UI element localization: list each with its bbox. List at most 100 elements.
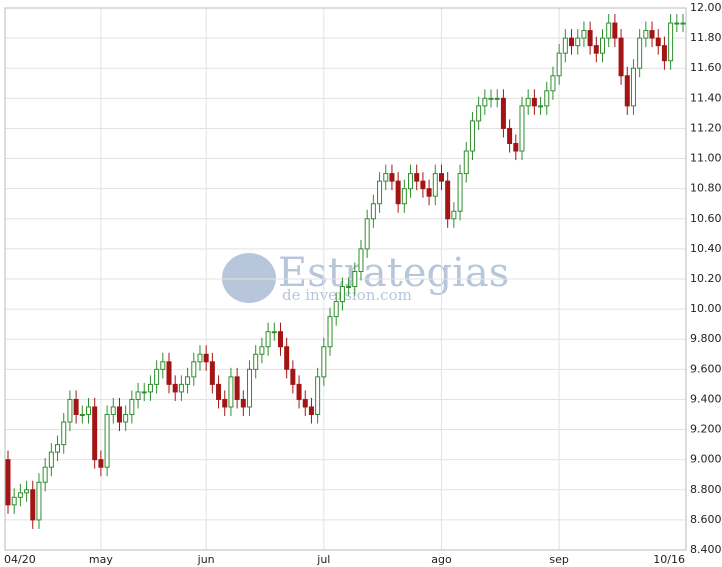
y-tick-label: 11.600 [690, 61, 722, 74]
candle-body [30, 489, 36, 521]
candle-body [494, 97, 500, 100]
candle-body [277, 331, 283, 348]
candle-body [203, 353, 209, 363]
candle-body [593, 45, 599, 54]
y-tick-label: 11.800 [690, 31, 722, 44]
candle-body [160, 361, 166, 370]
candle-body [271, 331, 277, 334]
candle-body [24, 489, 30, 494]
candle-body [346, 286, 352, 289]
candle-body [123, 414, 129, 423]
watermark: Estrategias de inversion.com [222, 250, 509, 304]
candle-body [259, 346, 265, 355]
candle-body [11, 496, 17, 506]
candle-body [191, 361, 197, 378]
candle-body [643, 30, 649, 39]
candle-body [55, 444, 61, 453]
candle-body [234, 376, 240, 400]
candle-body [581, 30, 587, 39]
y-tick-label: 9.600 [690, 362, 722, 375]
candle-body [265, 331, 271, 348]
candle-body [377, 180, 383, 205]
x-tick-label: 10/16 [653, 553, 685, 566]
y-tick-label: 11.200 [690, 121, 722, 134]
candle-body [525, 97, 531, 107]
candle-body [488, 97, 494, 100]
candle-body [599, 37, 605, 54]
x-tick-label: may [89, 553, 113, 566]
candle-body [612, 22, 618, 39]
candle-body [104, 414, 110, 468]
candle-body [575, 37, 581, 47]
candle-body [98, 459, 104, 468]
candle-body [135, 391, 141, 400]
y-tick-label: 9.400 [690, 392, 722, 405]
candle-body [129, 398, 135, 416]
candle-body [649, 30, 655, 39]
candle-body [606, 22, 612, 39]
candle-body [445, 180, 451, 220]
candle-body [302, 398, 308, 408]
candle-body [414, 173, 420, 182]
candle-body [370, 203, 376, 220]
candle-body [463, 150, 469, 175]
candle-body [438, 173, 444, 182]
candle-body [321, 346, 327, 378]
candle-body [538, 105, 544, 108]
candle-body [500, 97, 506, 129]
candle-body [86, 406, 92, 416]
candle-body [240, 398, 246, 408]
candle-body [562, 37, 568, 54]
candle-body [395, 180, 401, 205]
y-tick-label: 12.000 [690, 1, 722, 14]
candle-body [587, 30, 593, 47]
candle-body [110, 406, 116, 416]
candle-body [79, 414, 85, 416]
candle-body [290, 368, 296, 385]
candle-body [550, 75, 556, 92]
candle-body [154, 368, 160, 385]
candle-body [197, 353, 203, 363]
candle-body [172, 383, 178, 393]
candle-body [327, 316, 333, 348]
y-tick-label: 11.400 [690, 91, 722, 104]
watermark-logo [222, 253, 276, 303]
candle-body [339, 286, 345, 303]
candle-body [284, 346, 290, 370]
candle-body [166, 361, 172, 385]
candle-body [389, 173, 395, 182]
y-tick-label: 10.200 [690, 272, 722, 285]
candle-body [624, 75, 630, 107]
candle-body [352, 270, 358, 288]
candle-body [247, 368, 253, 408]
candle-body [674, 22, 680, 25]
candle-body [67, 398, 73, 423]
x-tick-label: sep [549, 553, 568, 566]
candle-body [296, 383, 302, 400]
candle-body [209, 361, 215, 385]
candle-body [618, 37, 624, 77]
candle-body [668, 22, 674, 62]
y-tick-label: 11.000 [690, 152, 722, 165]
candle-body [432, 173, 438, 197]
x-tick-label: 04/20 [4, 553, 36, 566]
candle-body [358, 248, 364, 272]
y-tick-label: 8.600 [690, 513, 722, 526]
candle-body [513, 143, 519, 152]
candle-body [469, 120, 475, 152]
y-tick-label: 8.400 [690, 543, 722, 556]
candle-body [383, 173, 389, 182]
y-tick-label: 10.400 [690, 242, 722, 255]
candle-body [364, 218, 370, 250]
candle-body [630, 67, 636, 107]
candle-body [637, 37, 643, 69]
candle-body [222, 398, 228, 408]
x-tick-label: ago [431, 553, 452, 566]
candle-body [426, 188, 432, 197]
watermark-subtitle: de inversion.com [282, 286, 412, 304]
candle-body [147, 383, 153, 393]
candle-body [42, 466, 48, 483]
candle-body [92, 406, 98, 461]
